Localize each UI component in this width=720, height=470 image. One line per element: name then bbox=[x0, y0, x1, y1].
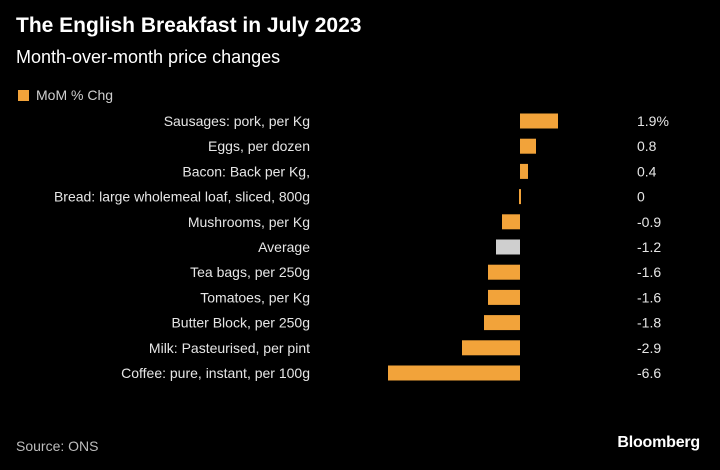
bloomberg-logo: Bloomberg bbox=[617, 434, 700, 451]
value-label: -1.6 bbox=[637, 264, 661, 280]
category-label: Bread: large wholemeal loaf, sliced, 800… bbox=[54, 189, 310, 205]
category-label: Average bbox=[258, 239, 310, 255]
value-label: -0.9 bbox=[637, 214, 661, 230]
source-note: Source: ONS bbox=[16, 438, 99, 454]
category-label: Bacon: Back per Kg, bbox=[182, 163, 310, 179]
category-label: Butter Block, per 250g bbox=[171, 315, 310, 331]
category-label: Tomatoes, per Kg bbox=[200, 289, 310, 305]
bar bbox=[502, 214, 520, 230]
value-label: 1.9% bbox=[637, 113, 669, 129]
legend-label: MoM % Chg bbox=[36, 87, 114, 103]
category-label: Coffee: pure, instant, per 100g bbox=[121, 365, 310, 381]
bar bbox=[484, 315, 520, 331]
legend-swatch bbox=[18, 89, 29, 101]
bar bbox=[488, 264, 520, 280]
bar bbox=[519, 189, 521, 205]
bar bbox=[388, 365, 520, 381]
bar bbox=[496, 239, 520, 255]
legend: MoM % Chg bbox=[18, 87, 113, 103]
value-label: -1.6 bbox=[637, 289, 661, 305]
value-label: -1.2 bbox=[637, 239, 661, 255]
bar bbox=[462, 340, 520, 356]
category-label: Eggs, per dozen bbox=[208, 138, 310, 154]
category-label: Tea bags, per 250g bbox=[190, 264, 310, 280]
bar bbox=[488, 289, 520, 305]
bar bbox=[520, 113, 558, 129]
value-label: -2.9 bbox=[637, 340, 661, 356]
value-label: 0.4 bbox=[637, 163, 657, 179]
bar bbox=[520, 163, 528, 179]
category-label: Sausages: pork, per Kg bbox=[164, 113, 310, 129]
value-label: 0.8 bbox=[637, 138, 657, 154]
value-label: -6.6 bbox=[637, 365, 661, 381]
category-label: Milk: Pasteurised, per pint bbox=[149, 340, 310, 356]
bar bbox=[520, 138, 536, 154]
value-label: -1.8 bbox=[637, 315, 661, 331]
category-label: Mushrooms, per Kg bbox=[188, 214, 310, 230]
chart-subtitle: Month-over-month price changes bbox=[16, 47, 281, 67]
chart-title: The English Breakfast in July 2023 bbox=[16, 14, 362, 37]
value-label: 0 bbox=[637, 189, 645, 205]
